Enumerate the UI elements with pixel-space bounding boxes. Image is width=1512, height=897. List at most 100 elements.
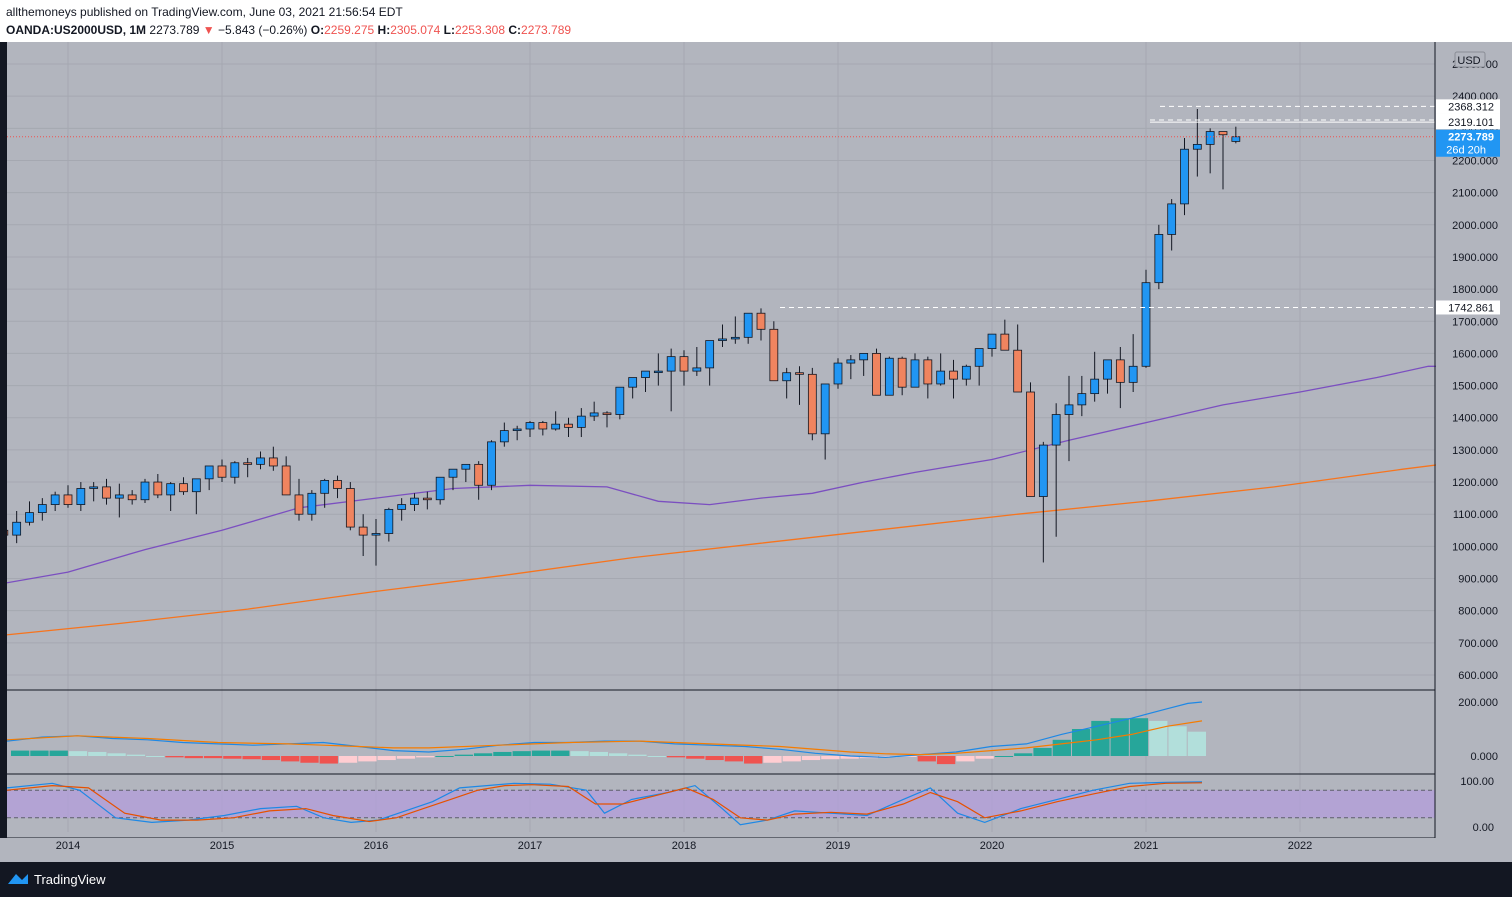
macd-histogram-bar xyxy=(165,756,184,758)
macd-histogram-bar xyxy=(358,756,377,762)
candle-body xyxy=(397,504,407,510)
macd-tick-label: 0.000 xyxy=(1470,751,1498,763)
candle-body xyxy=(268,457,278,467)
candle-body xyxy=(256,457,265,465)
candle-body xyxy=(333,480,342,489)
symbol-label: OANDA:US2000USD, 1M xyxy=(6,23,147,37)
candle-body xyxy=(615,386,625,415)
candle-body xyxy=(705,340,715,369)
macd-histogram-bar xyxy=(300,756,319,763)
macd-histogram-bar xyxy=(840,756,859,759)
macd-histogram-bar xyxy=(531,750,551,756)
time-axis-bg xyxy=(0,838,1512,862)
candle-body xyxy=(384,508,394,534)
macd-histogram-bar xyxy=(763,756,782,763)
candle-body xyxy=(589,412,599,417)
candle-body xyxy=(1064,404,1074,415)
candle-body xyxy=(371,533,381,536)
candle-body xyxy=(153,481,163,496)
y-tick-label: 1900.000 xyxy=(1452,252,1498,264)
candle-body xyxy=(307,492,317,515)
level-label: 2368.312 xyxy=(1448,101,1494,113)
candle-body xyxy=(820,383,830,435)
macd-histogram-bar xyxy=(686,756,705,759)
candle-body xyxy=(191,478,201,493)
price-change: −5.843 (−0.26%) xyxy=(218,23,308,37)
candle-body xyxy=(345,488,355,528)
candle-body xyxy=(140,481,150,501)
stoch-tick-label: 0.00 xyxy=(1473,822,1494,834)
candle-body xyxy=(37,504,47,514)
candle-body xyxy=(1141,282,1151,367)
brand-label[interactable]: TradingView xyxy=(34,872,106,887)
last-price: 2273.789 xyxy=(149,23,200,37)
level-tag xyxy=(1436,99,1500,114)
candle-body xyxy=(884,357,894,396)
macd-histogram-bar xyxy=(628,754,647,756)
macd-histogram-bar xyxy=(1187,731,1206,756)
last-price-label: 2273.789 xyxy=(1448,132,1494,144)
macd-histogram-bar xyxy=(1129,718,1149,756)
stochastic-pane[interactable] xyxy=(6,781,1435,826)
candle-body xyxy=(1167,203,1177,235)
axes: 2500.0002400.0002300.0002200.0002100.000… xyxy=(0,42,1512,862)
macd-histogram-bar xyxy=(338,756,358,763)
macd-histogram-bar xyxy=(647,756,666,757)
macd-pane[interactable] xyxy=(6,701,1206,765)
macd-histogram-bar xyxy=(1091,720,1110,756)
candle-body xyxy=(50,494,60,505)
candle-body xyxy=(974,348,984,367)
x-tick-label: 2015 xyxy=(210,840,234,852)
x-tick-label: 2017 xyxy=(518,840,542,852)
stoch-d-line xyxy=(6,782,1203,823)
left-border xyxy=(0,42,7,862)
low-value: 2253.308 xyxy=(454,23,505,37)
x-tick-label: 2022 xyxy=(1288,840,1312,852)
candle-body xyxy=(602,412,612,415)
stoch-k-line xyxy=(6,781,1203,826)
macd-histogram-bar xyxy=(396,756,416,759)
y-tick-label: 1500.000 xyxy=(1452,381,1498,393)
candle-body xyxy=(1154,234,1164,284)
candle-body xyxy=(987,333,997,349)
candle-body xyxy=(564,423,573,428)
candle-body xyxy=(782,372,792,382)
stoch-tick-label: 100.00 xyxy=(1460,776,1494,788)
stoch-band xyxy=(7,790,1435,818)
candle-body xyxy=(166,483,176,496)
candle-body xyxy=(294,494,304,515)
macd-histogram-bar xyxy=(68,751,88,756)
chart-canvas[interactable]: 2500.0002400.0002300.0002200.0002100.000… xyxy=(0,42,1512,862)
x-tick-label: 2019 xyxy=(826,840,850,852)
candle-body xyxy=(961,365,971,380)
level-tag xyxy=(1436,300,1500,315)
candle-body xyxy=(718,338,727,341)
candle-body xyxy=(76,488,86,505)
candle-body xyxy=(949,370,958,380)
price-axis-bg xyxy=(1436,42,1512,838)
candle-body xyxy=(217,465,227,478)
x-tick-label: 2021 xyxy=(1134,840,1158,852)
tradingview-logo-icon[interactable] xyxy=(6,870,30,888)
candle-body xyxy=(179,483,188,493)
candle-body xyxy=(1026,391,1035,497)
footer: TradingView xyxy=(0,862,1512,897)
candle-body xyxy=(1192,143,1202,150)
candle-body xyxy=(628,377,638,388)
close-value: 2273.789 xyxy=(521,23,572,37)
y-tick-label: 2200.000 xyxy=(1452,155,1498,167)
level-label: 2319.101 xyxy=(1448,117,1494,129)
y-tick-label: 2000.000 xyxy=(1452,220,1498,232)
signal-line xyxy=(6,720,1203,756)
currency-label[interactable]: USD xyxy=(1457,55,1480,67)
candle-body xyxy=(1128,365,1138,383)
candles[interactable] xyxy=(0,109,1241,566)
candle-body xyxy=(435,476,445,501)
candle-body xyxy=(846,359,856,364)
macd-histogram-bar xyxy=(782,756,801,762)
candle-body xyxy=(1218,131,1228,136)
candle-body xyxy=(204,465,214,480)
candle-body xyxy=(512,428,522,431)
y-tick-label: 1300.000 xyxy=(1452,445,1498,457)
